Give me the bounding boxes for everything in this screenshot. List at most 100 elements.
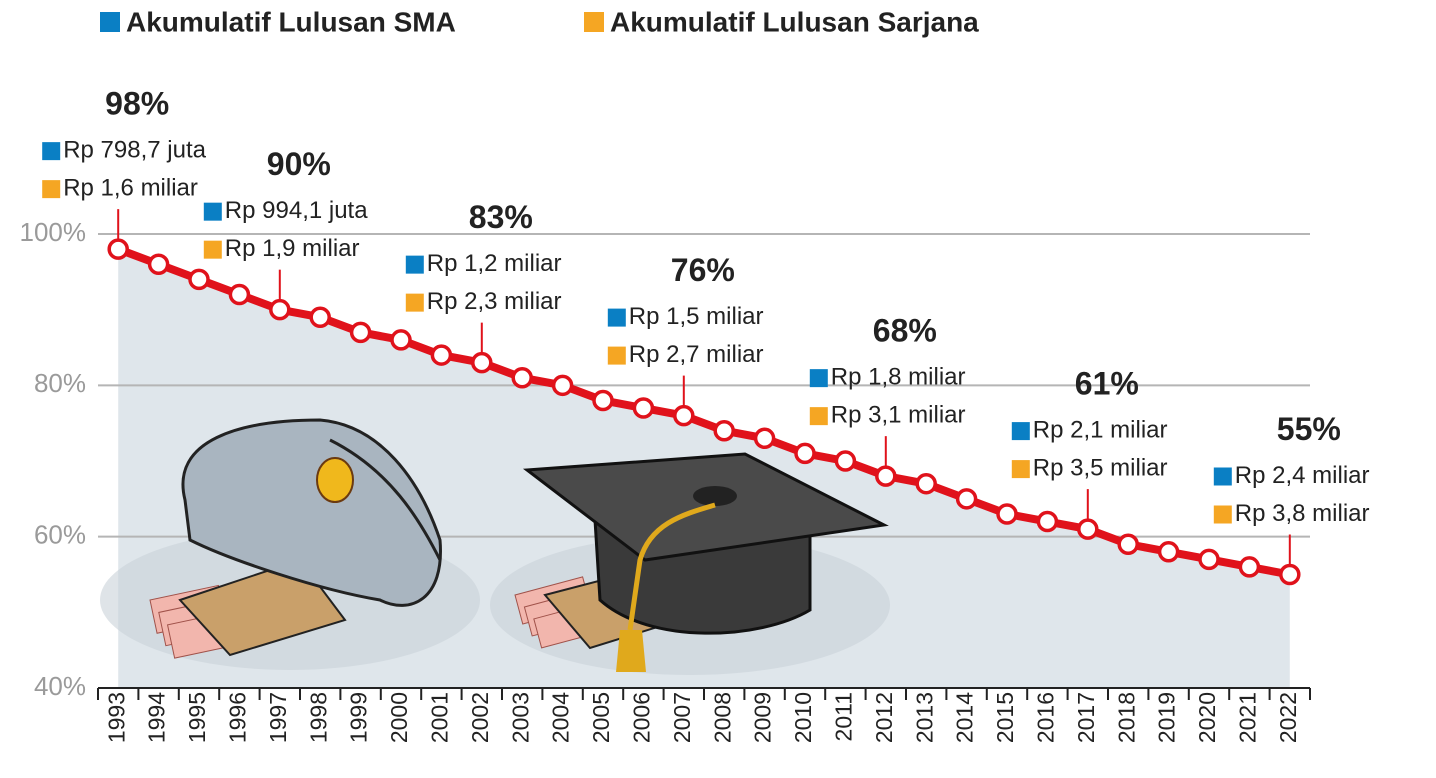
x-tick-label: 1996 bbox=[224, 692, 250, 743]
point bbox=[473, 354, 491, 372]
point bbox=[634, 399, 652, 417]
y-tick-label: 60% bbox=[34, 520, 86, 550]
value-label: 98% bbox=[105, 86, 169, 122]
point bbox=[554, 376, 572, 394]
x-tick-label: 2006 bbox=[628, 692, 654, 743]
legend-label: Akumulatif Lulusan SMA bbox=[126, 6, 456, 37]
annotation-label: Rp 3,8 miliar bbox=[1235, 500, 1370, 527]
point bbox=[352, 323, 370, 341]
point bbox=[594, 391, 612, 409]
y-tick-label: 80% bbox=[34, 368, 86, 398]
point bbox=[877, 467, 895, 485]
x-tick-label: 2001 bbox=[426, 692, 452, 743]
x-tick-label: 2011 bbox=[830, 692, 856, 741]
point bbox=[513, 369, 531, 387]
x-tick-label: 2010 bbox=[790, 692, 816, 743]
value-label: 68% bbox=[873, 313, 937, 349]
x-tick-label: 2007 bbox=[669, 692, 695, 743]
x-tick-label: 2012 bbox=[871, 692, 897, 743]
annotation-swatch bbox=[810, 369, 828, 387]
legend-label: Akumulatif Lulusan Sarjana bbox=[610, 6, 979, 37]
x-tick-label: 2008 bbox=[709, 692, 735, 743]
annotation-swatch bbox=[406, 256, 424, 274]
point bbox=[1281, 566, 1299, 584]
point bbox=[311, 308, 329, 326]
point bbox=[271, 301, 289, 319]
x-tick-label: 2004 bbox=[548, 692, 574, 743]
x-tick-label: 1997 bbox=[265, 692, 291, 743]
annotation-swatch bbox=[42, 142, 60, 160]
value-label: 55% bbox=[1277, 411, 1341, 447]
annotation-label: Rp 1,8 miliar bbox=[831, 363, 966, 390]
annotation-label: Rp 1,6 miliar bbox=[63, 174, 198, 201]
legend-swatch bbox=[100, 12, 120, 32]
value-label: 76% bbox=[671, 252, 735, 288]
point bbox=[230, 286, 248, 304]
x-tick-label: 2009 bbox=[750, 692, 776, 743]
point bbox=[796, 444, 814, 462]
point bbox=[392, 331, 410, 349]
value-label: 61% bbox=[1075, 366, 1139, 402]
annotation-swatch bbox=[1214, 468, 1232, 486]
annotation-label: Rp 3,1 miliar bbox=[831, 401, 966, 428]
x-tick-label: 2021 bbox=[1234, 692, 1260, 743]
point bbox=[1240, 558, 1258, 576]
x-tick-label: 2014 bbox=[952, 692, 978, 743]
annotation-label: Rp 1,5 miliar bbox=[629, 303, 764, 330]
point bbox=[675, 407, 693, 425]
x-tick-label: 2020 bbox=[1194, 692, 1220, 743]
legend-swatch bbox=[584, 12, 604, 32]
annotation-label: Rp 2,7 miliar bbox=[629, 341, 764, 368]
annotation-swatch bbox=[204, 241, 222, 259]
annotation-swatch bbox=[1012, 460, 1030, 478]
point bbox=[998, 505, 1016, 523]
x-tick-label: 2022 bbox=[1275, 692, 1301, 743]
point bbox=[958, 490, 976, 508]
x-tick-label: 2013 bbox=[911, 692, 937, 743]
point bbox=[1079, 520, 1097, 538]
x-tick-label: 1999 bbox=[346, 692, 372, 743]
point bbox=[756, 429, 774, 447]
annotation-label: Rp 1,2 miliar bbox=[427, 250, 562, 277]
x-tick-label: 2017 bbox=[1073, 692, 1099, 743]
point bbox=[1119, 535, 1137, 553]
annotation-label: Rp 3,5 miliar bbox=[1033, 454, 1168, 481]
x-tick-label: 2003 bbox=[507, 692, 533, 743]
annotation-label: Rp 2,3 miliar bbox=[427, 288, 562, 315]
annotation-swatch bbox=[1012, 422, 1030, 440]
point bbox=[109, 240, 127, 258]
annotation-label: Rp 1,9 miliar bbox=[225, 235, 360, 262]
x-tick-label: 1993 bbox=[103, 692, 129, 743]
point bbox=[836, 452, 854, 470]
x-tick-label: 2002 bbox=[467, 692, 493, 743]
x-tick-label: 1998 bbox=[305, 692, 331, 743]
y-tick-label: 100% bbox=[20, 217, 87, 247]
point bbox=[1160, 543, 1178, 561]
value-label: 83% bbox=[469, 199, 533, 235]
point bbox=[1038, 513, 1056, 531]
value-label: 90% bbox=[267, 146, 331, 182]
annotation-swatch bbox=[810, 407, 828, 425]
annotation-swatch bbox=[608, 309, 626, 327]
point bbox=[150, 255, 168, 273]
point bbox=[1200, 550, 1218, 568]
annotation-swatch bbox=[608, 347, 626, 365]
x-tick-label: 2018 bbox=[1113, 692, 1139, 743]
annotation-swatch bbox=[1214, 506, 1232, 524]
x-tick-label: 2015 bbox=[992, 692, 1018, 743]
x-tick-label: 2005 bbox=[588, 692, 614, 743]
annotation-label: Rp 2,1 miliar bbox=[1033, 416, 1168, 443]
annotation-label: Rp 994,1 juta bbox=[225, 197, 368, 224]
point bbox=[917, 475, 935, 493]
annotation-swatch bbox=[42, 180, 60, 198]
point bbox=[432, 346, 450, 364]
annotation-label: Rp 798,7 juta bbox=[63, 136, 206, 163]
chart: Akumulatif Lulusan SMA Akumulatif Lulusan… bbox=[0, 0, 1436, 778]
annotation-swatch bbox=[204, 203, 222, 221]
point bbox=[190, 270, 208, 288]
x-tick-label: 2019 bbox=[1154, 692, 1180, 743]
x-tick-label: 2000 bbox=[386, 692, 412, 743]
point bbox=[715, 422, 733, 440]
y-tick-label: 40% bbox=[34, 671, 86, 701]
x-tick-label: 1995 bbox=[184, 692, 210, 743]
